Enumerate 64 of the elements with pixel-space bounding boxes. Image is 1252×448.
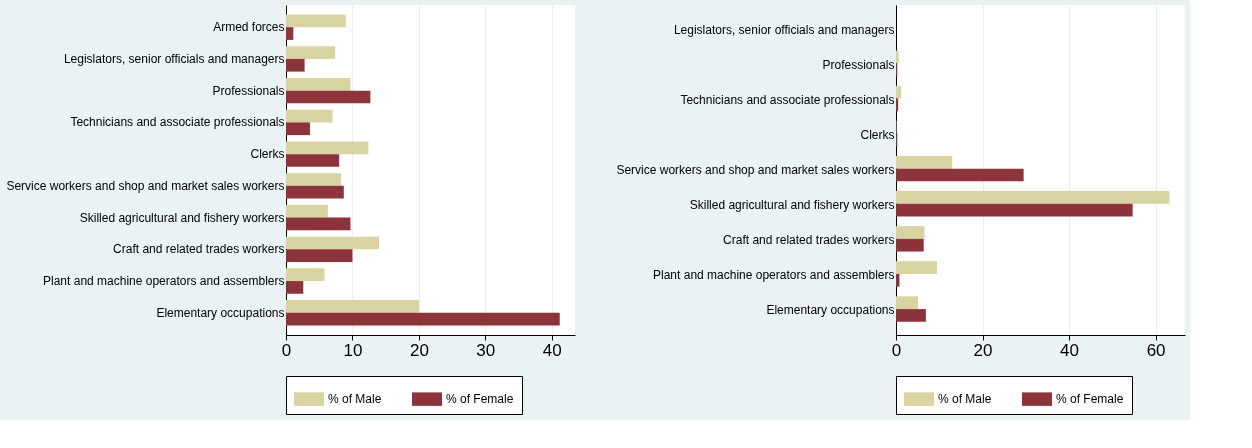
bar: [286, 268, 325, 282]
bar: [896, 168, 1024, 182]
legend-label: % of Male: [938, 392, 992, 407]
bar: [896, 98, 899, 112]
legend-label: % of Female: [446, 392, 514, 407]
x-tick-label: 40: [542, 340, 562, 360]
bar: [286, 300, 419, 313]
x-tick-label: 20: [973, 340, 993, 360]
y-tick-label: Skilled agricultural and fishery workers: [79, 210, 285, 225]
bar: [896, 155, 953, 169]
bar: [896, 85, 902, 99]
bar: [896, 309, 926, 322]
bar: [896, 296, 919, 310]
y-tick-label: Technicians and associate professionals: [70, 115, 285, 130]
bar: [286, 312, 560, 326]
y-tick-label: Plant and machine operators and assemblers: [43, 274, 285, 289]
bar: [286, 27, 294, 40]
bar: [286, 249, 353, 263]
x-tick-label: 30: [476, 340, 496, 360]
bar: [896, 50, 899, 64]
bar: [286, 217, 351, 231]
bar: [286, 109, 333, 123]
bar: [896, 261, 938, 274]
bar: [286, 141, 369, 155]
bar: [896, 203, 1133, 217]
x-tick-label: 10: [343, 340, 363, 360]
y-tick-label: Service workers and shop and market sales workers: [6, 178, 285, 193]
x-tick-label: 0: [891, 340, 902, 360]
y-tick-label: Elementary occupations: [766, 303, 895, 318]
y-tick-label: Professionals: [822, 57, 895, 72]
bar: [286, 173, 342, 186]
y-tick-label: Craft and related trades workers: [113, 242, 285, 257]
bar: [286, 46, 336, 59]
y-tick-label: Armed forces: [213, 20, 285, 35]
x-tick-label: 0: [281, 340, 292, 360]
y-tick-label: Elementary occupations: [156, 305, 285, 320]
y-tick-label: Service workers and shop and market sales workers: [616, 163, 895, 177]
x-tick-label: 60: [1146, 340, 1166, 360]
legend-label: % of Female: [1056, 392, 1124, 407]
bar: [896, 238, 924, 252]
bar: [286, 90, 371, 104]
bar: [286, 14, 346, 28]
bar: [286, 122, 310, 136]
y-tick-label: Clerks: [860, 127, 895, 142]
y-tick-label: Legislators, senior officials and managers: [63, 51, 285, 66]
bar: [896, 191, 1170, 204]
bar: [896, 226, 925, 239]
legend-label: % of Male: [328, 392, 382, 407]
bar: [286, 154, 340, 167]
x-tick-label: 40: [1060, 340, 1080, 360]
bar: [286, 77, 351, 91]
y-tick-label: Professionals: [212, 83, 285, 98]
bar: [286, 185, 344, 199]
y-tick-label: Legislators, senior officials and managers: [673, 22, 895, 37]
bar: [286, 281, 304, 294]
y-tick-label: Craft and related trades workers: [723, 233, 895, 248]
y-tick-label: Skilled agricultural and fishery workers: [689, 198, 895, 213]
bar: [286, 236, 380, 250]
y-tick-label: Plant and machine operators and assemblers: [653, 268, 895, 283]
bar: [286, 58, 305, 72]
x-tick-label: 20: [409, 340, 429, 360]
y-tick-label: Clerks: [250, 147, 285, 162]
y-tick-label: Technicians and associate professionals: [680, 92, 895, 107]
bar: [286, 204, 328, 218]
